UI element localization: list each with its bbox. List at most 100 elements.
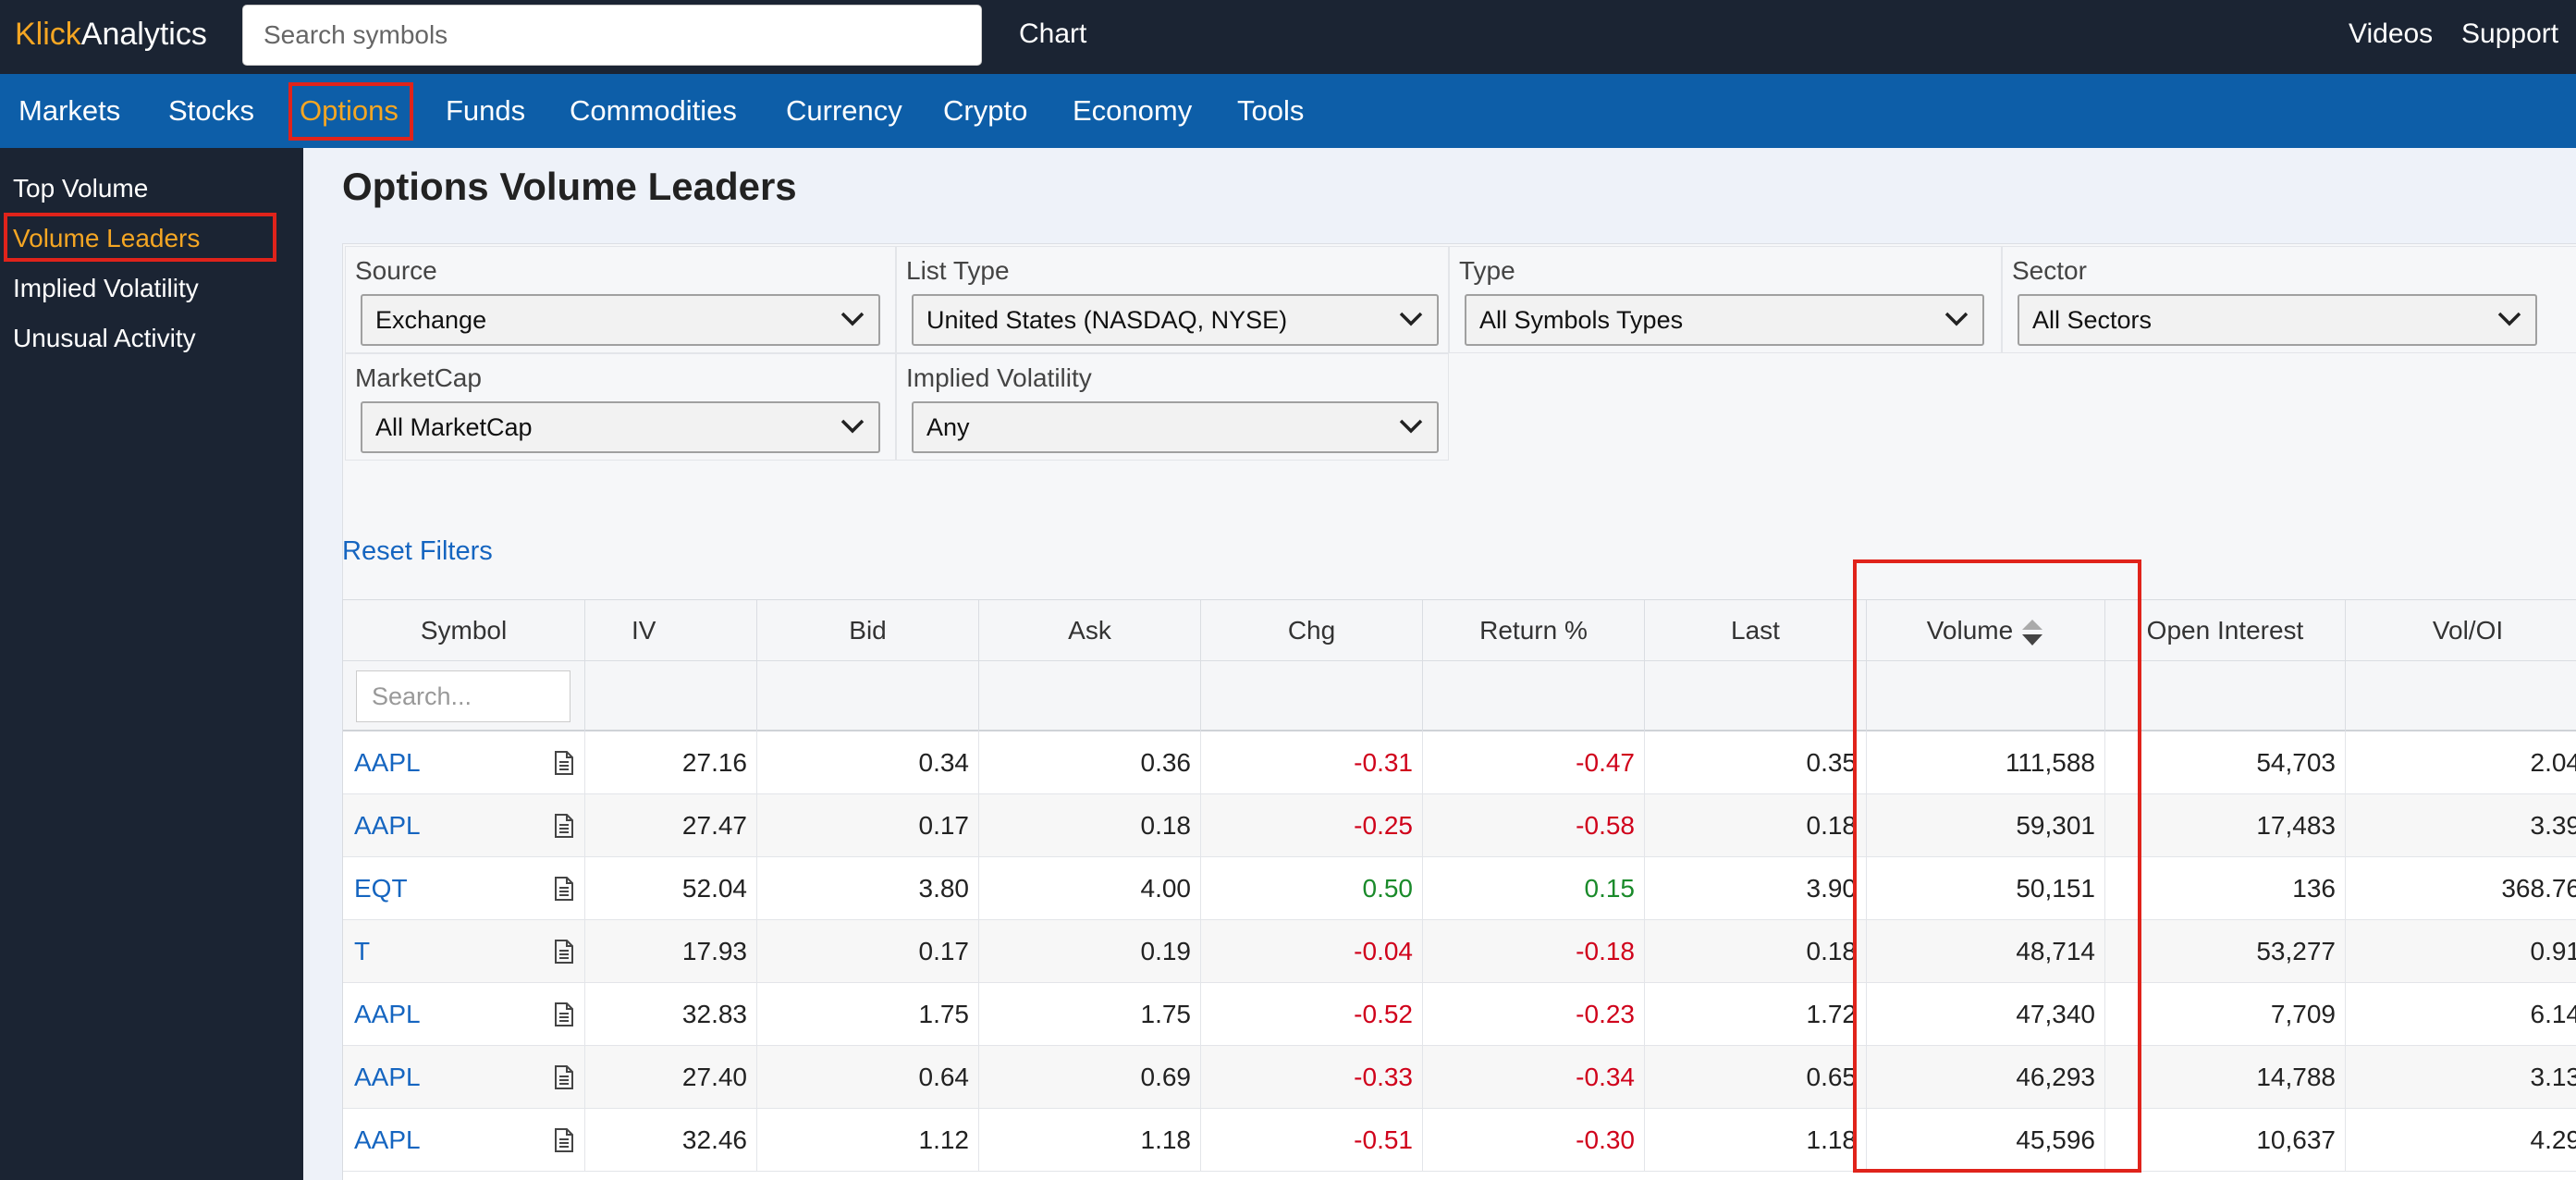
nav-options[interactable]: Options — [300, 94, 399, 127]
sidebar-item-top-volume[interactable]: Top Volume — [13, 174, 149, 203]
table-row[interactable]: AAPL 32.83 1.75 1.75 -0.52 -0.23 1.72 47,340 7,7… — [343, 983, 2576, 1046]
cell-open-interest: 14,788 — [2105, 1046, 2346, 1109]
cell-ask-value: 1.75 — [1140, 1000, 1192, 1028]
filter-marketcap-value: All MarketCap — [375, 413, 533, 441]
logo[interactable]: KlickAnalytics — [15, 17, 207, 53]
cell-chg-value: -0.31 — [1354, 748, 1413, 777]
videos-link[interactable]: Videos — [2349, 18, 2434, 49]
cell-volume: 46,293 — [1867, 1046, 2105, 1109]
cell-vol-oi: 6.14 — [2346, 983, 2576, 1046]
cell-symbol-value[interactable]: AAPL — [354, 1125, 421, 1154]
col-header-symbol[interactable]: Symbol — [343, 600, 585, 661]
reset-filters-link[interactable]: Reset Filters — [342, 536, 493, 566]
table-row[interactable]: AAPL 27.40 0.64 0.69 -0.33 -0.34 0.65 46,293 14,… — [343, 1046, 2576, 1109]
table-row[interactable]: EQT 52.04 3.80 4.00 0.50 0.15 3.90 50,151 136 368… — [343, 857, 2576, 920]
cell-last: 0.18 — [1645, 920, 1867, 983]
filter-source-select[interactable]: Exchange — [361, 294, 880, 346]
col-header-bid[interactable]: Bid — [757, 600, 979, 661]
cell-symbol-value[interactable]: AAPL — [354, 1000, 421, 1028]
document-icon[interactable] — [554, 750, 574, 776]
cell-vol-oi-value: 3.39 — [2530, 811, 2576, 840]
nav-funds[interactable]: Funds — [446, 94, 526, 127]
cell-volume: 48,714 — [1867, 920, 2105, 983]
filter-implied-volatility-select[interactable]: Any — [912, 401, 1439, 453]
document-icon[interactable] — [554, 1002, 574, 1027]
chart-link[interactable]: Chart — [1019, 18, 1087, 49]
filter-type-select[interactable]: All Symbols Types — [1465, 294, 1984, 346]
nav-economy[interactable]: Economy — [1073, 94, 1193, 127]
table-row[interactable]: AAPL 27.16 0.34 0.36 -0.31 -0.47 0.35 111,588 54… — [343, 731, 2576, 794]
filter-marketcap-select[interactable]: All MarketCap — [361, 401, 880, 453]
filter-list-type-select[interactable]: United States (NASDAQ, NYSE) — [912, 294, 1439, 346]
cell-symbol-value[interactable]: AAPL — [354, 1063, 421, 1091]
cell-iv: 17.93 — [585, 920, 757, 983]
cell-symbol[interactable]: AAPL — [343, 794, 585, 857]
chevron-down-icon — [1944, 312, 1969, 326]
cell-chg: -0.31 — [1201, 731, 1423, 794]
filter-sector-select[interactable]: All Sectors — [2018, 294, 2537, 346]
cell-symbol[interactable]: AAPL — [343, 731, 585, 794]
cell-volume-value: 46,293 — [2016, 1063, 2095, 1091]
cell-symbol[interactable]: AAPL — [343, 983, 585, 1046]
col-header-volume[interactable]: Volume — [1867, 600, 2105, 661]
filter-type-label: Type — [1459, 256, 1515, 285]
col-header-vol-oi[interactable]: Vol/OI — [2432, 616, 2504, 645]
cell-iv-value: 17.93 — [681, 937, 747, 965]
document-icon[interactable] — [554, 939, 574, 965]
cell-return-value: -0.58 — [1576, 811, 1635, 840]
table-row[interactable]: AAPL 32.46 1.12 1.18 -0.51 -0.30 1.18 45,596 10,… — [343, 1109, 2576, 1172]
cell-volume: 59,301 — [1867, 794, 2105, 857]
cell-vol-oi: 3.39 — [2346, 794, 2576, 857]
col-header-open-interest[interactable]: Open Interest — [2105, 600, 2346, 661]
cell-open-interest: 136 — [2105, 857, 2346, 920]
nav-commodities[interactable]: Commodities — [570, 94, 737, 127]
table-row[interactable]: T 17.93 0.17 0.19 -0.04 -0.18 0.18 48,714 53,277… — [343, 920, 2576, 983]
col-header-iv[interactable]: IV — [585, 600, 757, 661]
cell-last: 1.18 — [1645, 1109, 1867, 1172]
symbol-search-input[interactable] — [242, 5, 982, 66]
chevron-down-icon — [1399, 312, 1423, 326]
document-icon[interactable] — [554, 876, 574, 902]
table-row[interactable]: AAPL 27.47 0.17 0.18 -0.25 -0.58 0.18 59,301 17,… — [343, 794, 2576, 857]
sidebar-item-implied-volatility[interactable]: Implied Volatility — [13, 274, 199, 302]
filter-source-label: Source — [355, 256, 437, 285]
nav-tools[interactable]: Tools — [1237, 94, 1305, 127]
nav-stocks[interactable]: Stocks — [168, 94, 255, 127]
cell-chg: -0.04 — [1201, 920, 1423, 983]
col-header-ask[interactable]: Ask — [979, 600, 1201, 661]
cell-symbol-value[interactable]: AAPL — [354, 748, 421, 777]
cell-symbol[interactable]: T — [343, 920, 585, 983]
cell-vol-oi-value: 3.13 — [2530, 1063, 2576, 1091]
col-header-last[interactable]: Last — [1645, 600, 1867, 661]
nav-crypto[interactable]: Crypto — [943, 94, 1028, 127]
support-link[interactable]: Support — [2461, 18, 2559, 49]
document-icon[interactable] — [554, 1064, 574, 1090]
cell-symbol[interactable]: EQT — [343, 857, 585, 920]
cell-iv: 32.46 — [585, 1109, 757, 1172]
cell-symbol[interactable]: AAPL — [343, 1046, 585, 1109]
logo-analytics: Analytics — [80, 17, 207, 52]
symbol-filter-input[interactable] — [356, 670, 570, 722]
filter-marketcap-label: MarketCap — [355, 363, 482, 392]
cell-last-value: 0.35 — [1806, 748, 1858, 777]
cell-symbol-value[interactable]: T — [354, 937, 371, 965]
sidebar-item-volume-leaders[interactable]: Volume Leaders — [13, 224, 201, 252]
filter-sector-value: All Sectors — [2032, 306, 2153, 334]
cell-symbol[interactable]: AAPL — [343, 1109, 585, 1172]
nav-markets[interactable]: Markets — [18, 94, 121, 127]
cell-iv: 52.04 — [585, 857, 757, 920]
sidebar-item-unusual-activity[interactable]: Unusual Activity — [13, 324, 196, 352]
symbol-filter-cell — [343, 661, 585, 731]
cell-bid-value: 3.80 — [918, 874, 970, 903]
cell-symbol-value[interactable]: AAPL — [354, 811, 421, 840]
document-icon[interactable] — [554, 813, 574, 839]
cell-bid-value: 0.64 — [918, 1063, 970, 1091]
document-icon[interactable] — [554, 1127, 574, 1153]
cell-volume: 45,596 — [1867, 1109, 2105, 1172]
nav-currency[interactable]: Currency — [786, 94, 902, 127]
cell-ask: 0.19 — [979, 920, 1201, 983]
col-header-chg[interactable]: Chg — [1201, 600, 1423, 661]
col-header-return[interactable]: Return % — [1423, 600, 1645, 661]
filter-list-type-value: United States (NASDAQ, NYSE) — [926, 306, 1288, 334]
cell-symbol-value[interactable]: EQT — [354, 874, 408, 903]
